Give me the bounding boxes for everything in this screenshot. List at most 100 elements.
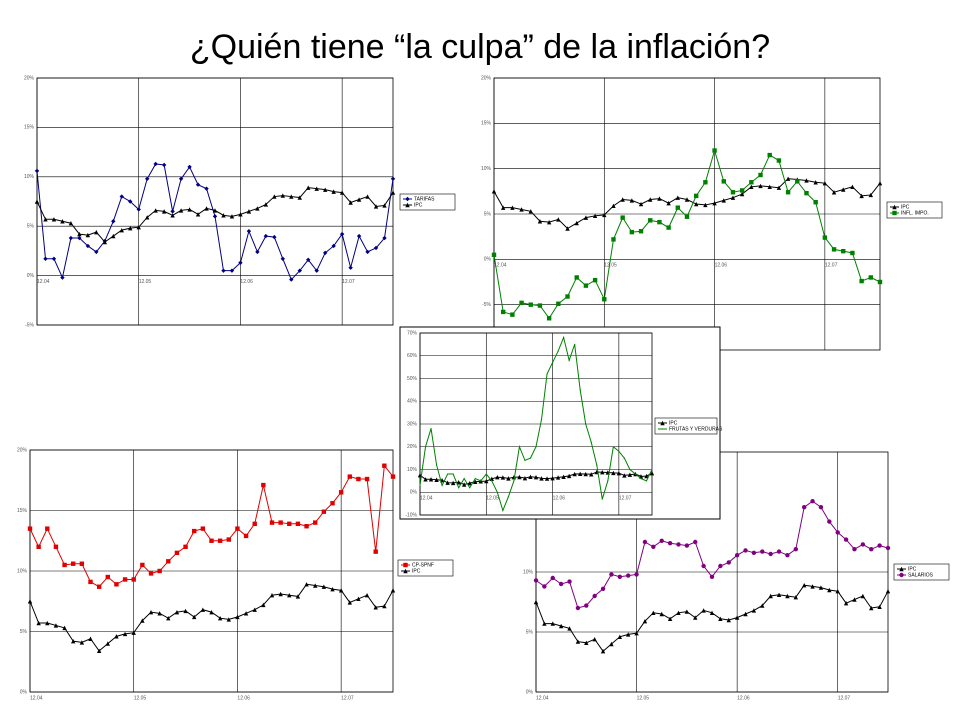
point [776, 549, 782, 554]
y-tick-label: 0% [410, 490, 418, 496]
chart: -10% 0% 10% 20% 30% 40% 50% 60% 70% 12.04 12.05 12.… [399, 326, 723, 520]
point [575, 639, 581, 644]
point [623, 457, 625, 459]
y-tick-label: 20% [481, 75, 492, 81]
point [105, 574, 110, 580]
x-tick-label: 12.05 [486, 496, 499, 502]
x-tick-label: 12.07 [838, 695, 851, 701]
point [289, 277, 294, 282]
point [338, 588, 344, 593]
point [567, 579, 572, 584]
point [304, 582, 309, 587]
point [27, 526, 33, 531]
point [600, 470, 605, 475]
point [373, 549, 378, 554]
point [356, 197, 362, 202]
point [373, 605, 378, 610]
point [382, 463, 387, 468]
point [693, 193, 699, 199]
point [238, 260, 243, 265]
point [491, 480, 493, 482]
point [456, 480, 461, 485]
point [269, 593, 275, 598]
point [709, 574, 715, 579]
point [119, 227, 124, 233]
point [229, 214, 235, 219]
x-tick-label: 12.04 [37, 279, 50, 285]
point [278, 591, 283, 597]
point [827, 587, 832, 593]
point [528, 209, 533, 214]
point [693, 539, 698, 545]
legend-marker [403, 568, 408, 574]
point [331, 189, 336, 194]
point [730, 195, 736, 200]
point [642, 619, 648, 624]
point [71, 638, 76, 644]
point [170, 213, 175, 218]
point [749, 180, 754, 185]
point [801, 505, 807, 510]
point [793, 547, 799, 552]
point [607, 480, 609, 482]
point [491, 252, 497, 257]
point [68, 235, 74, 241]
point [195, 182, 201, 187]
point [634, 473, 637, 475]
point [114, 582, 119, 587]
point [34, 199, 40, 204]
point [574, 343, 576, 345]
point [885, 589, 891, 594]
point [212, 208, 218, 213]
point [859, 278, 864, 284]
point [131, 577, 136, 582]
point [767, 152, 772, 158]
point [485, 473, 487, 475]
y-tick-label: 40% [407, 399, 418, 405]
point [584, 640, 589, 645]
point [263, 202, 269, 207]
point [649, 470, 655, 476]
point [537, 219, 543, 224]
point [868, 192, 874, 198]
legend-marker [660, 420, 665, 426]
point [584, 603, 589, 608]
point [53, 544, 59, 549]
point [813, 200, 818, 205]
point [148, 609, 154, 615]
point [813, 180, 818, 185]
point [776, 592, 782, 597]
y-tick-label: -5% [25, 322, 34, 328]
point [458, 487, 460, 489]
point [513, 480, 515, 482]
point [96, 648, 102, 654]
point [550, 575, 555, 581]
point [507, 496, 509, 498]
point [785, 593, 790, 599]
point [373, 245, 379, 251]
point [424, 446, 427, 448]
point [617, 574, 623, 579]
point [793, 595, 799, 600]
point [751, 608, 757, 613]
point [557, 350, 559, 352]
point [187, 207, 192, 212]
point [517, 474, 522, 480]
point [537, 303, 543, 308]
point [51, 256, 57, 262]
point [174, 609, 180, 615]
point [295, 521, 301, 527]
chart: -5% 0% 5% 10% 15% 20% 12.04 12.05 12.06 12.07 IPCI… [460, 72, 943, 354]
point [850, 250, 855, 256]
point [71, 561, 76, 566]
point [585, 423, 587, 425]
legend-marker [899, 566, 904, 572]
point [703, 180, 708, 185]
legend-label: SALARIOS [908, 572, 934, 578]
point [684, 214, 690, 219]
point [776, 158, 782, 163]
point [269, 520, 275, 525]
point [330, 501, 335, 506]
point [539, 476, 544, 481]
